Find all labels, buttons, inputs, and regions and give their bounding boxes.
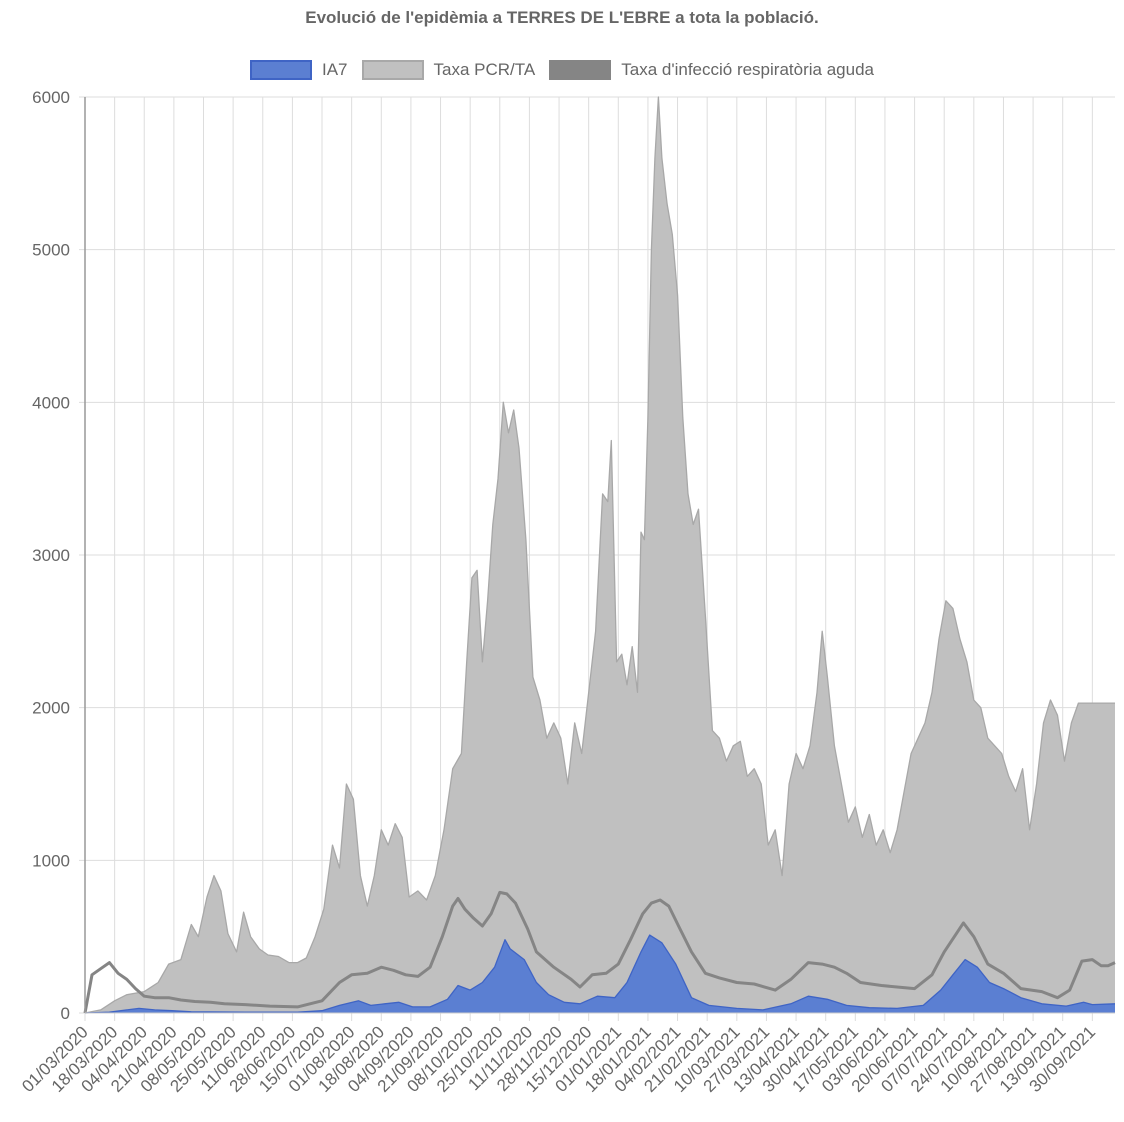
legend-item-pcr[interactable]: Taxa PCR/TA	[361, 60, 536, 80]
y-tick-label: 1000	[32, 851, 70, 870]
chart-title: Evolució de l'epidèmia a TERRES DE L'EBR…	[305, 8, 819, 27]
series-pcr-line	[84, 96, 1115, 1014]
legend-item-ira[interactable]: Taxa d'infecció respiratòria aguda	[549, 60, 874, 80]
series-ia7-area	[85, 935, 1115, 1013]
y-tick-label: 2000	[32, 699, 70, 718]
series-ira-line	[83, 890, 1116, 1014]
legend-swatch-ira	[549, 60, 612, 80]
y-tick-label: 0	[61, 1004, 70, 1023]
axes: 010002000300040005000600001/03/202018/03…	[18, 88, 1115, 1096]
y-tick-label: 5000	[32, 241, 70, 260]
legend-swatch-ia7	[250, 60, 312, 80]
series-ia7-line	[84, 934, 1116, 1014]
legend: IA7 Taxa PCR/TA Taxa d'infecció respirat…	[0, 60, 1124, 80]
series-layer	[83, 96, 1116, 1014]
legend-label-ia7: IA7	[322, 60, 348, 79]
y-tick-label: 6000	[32, 88, 70, 107]
legend-item-ia7[interactable]: IA7	[250, 60, 348, 80]
y-tick-label: 3000	[32, 546, 70, 565]
y-tick-label: 4000	[32, 393, 70, 412]
legend-swatch-pcr	[361, 60, 424, 80]
legend-label-pcr: Taxa PCR/TA	[433, 60, 536, 79]
legend-label-ira: Taxa d'infecció respiratòria aguda	[621, 60, 874, 79]
